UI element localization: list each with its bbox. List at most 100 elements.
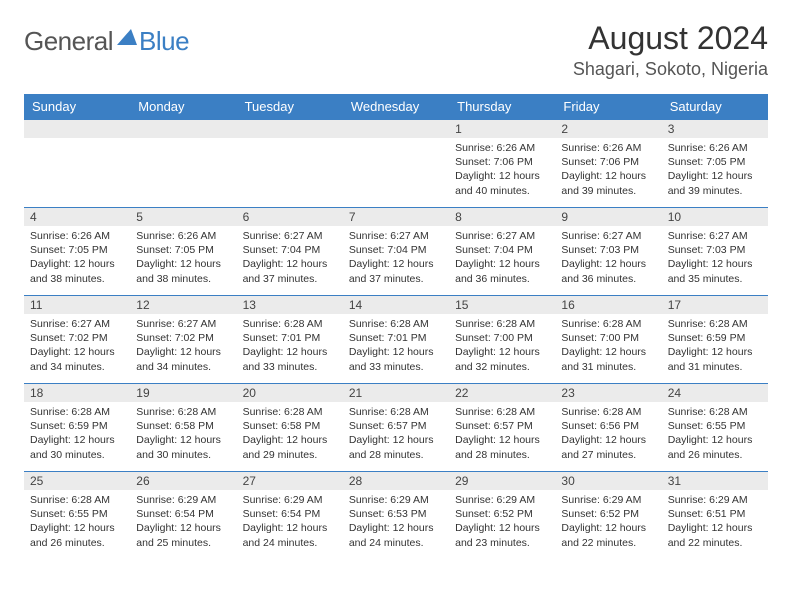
day-number: 9 (555, 208, 661, 226)
calendar-day-cell: 10Sunrise: 6:27 AMSunset: 7:03 PMDayligh… (662, 208, 768, 296)
calendar-day-cell: 14Sunrise: 6:28 AMSunset: 7:01 PMDayligh… (343, 296, 449, 384)
day-details: Sunrise: 6:29 AMSunset: 6:52 PMDaylight:… (555, 490, 661, 553)
day-number: 16 (555, 296, 661, 314)
calendar-day-cell: 24Sunrise: 6:28 AMSunset: 6:55 PMDayligh… (662, 384, 768, 472)
calendar-day-cell: 11Sunrise: 6:27 AMSunset: 7:02 PMDayligh… (24, 296, 130, 384)
weekday-header-row: Sunday Monday Tuesday Wednesday Thursday… (24, 94, 768, 120)
calendar-day-cell: 25Sunrise: 6:28 AMSunset: 6:55 PMDayligh… (24, 472, 130, 560)
day-number: 19 (130, 384, 236, 402)
calendar-day-cell: 7Sunrise: 6:27 AMSunset: 7:04 PMDaylight… (343, 208, 449, 296)
day-details: Sunrise: 6:27 AMSunset: 7:04 PMDaylight:… (343, 226, 449, 289)
day-details: Sunrise: 6:28 AMSunset: 7:00 PMDaylight:… (555, 314, 661, 377)
day-details: Sunrise: 6:28 AMSunset: 6:57 PMDaylight:… (343, 402, 449, 465)
day-details: Sunrise: 6:26 AMSunset: 7:05 PMDaylight:… (130, 226, 236, 289)
logo-text-part2: Blue (139, 26, 189, 57)
calendar-day-cell: 18Sunrise: 6:28 AMSunset: 6:59 PMDayligh… (24, 384, 130, 472)
logo: General Blue (24, 26, 189, 57)
day-details: Sunrise: 6:27 AMSunset: 7:02 PMDaylight:… (24, 314, 130, 377)
day-details: Sunrise: 6:28 AMSunset: 7:01 PMDaylight:… (237, 314, 343, 377)
calendar-day-cell: 20Sunrise: 6:28 AMSunset: 6:58 PMDayligh… (237, 384, 343, 472)
day-details: Sunrise: 6:26 AMSunset: 7:05 PMDaylight:… (24, 226, 130, 289)
day-details: Sunrise: 6:28 AMSunset: 6:59 PMDaylight:… (662, 314, 768, 377)
calendar-day-cell: 6Sunrise: 6:27 AMSunset: 7:04 PMDaylight… (237, 208, 343, 296)
month-year-title: August 2024 (573, 20, 768, 57)
day-number: 3 (662, 120, 768, 138)
calendar-day-cell: 19Sunrise: 6:28 AMSunset: 6:58 PMDayligh… (130, 384, 236, 472)
day-details: Sunrise: 6:29 AMSunset: 6:54 PMDaylight:… (130, 490, 236, 553)
calendar-day-cell: 12Sunrise: 6:27 AMSunset: 7:02 PMDayligh… (130, 296, 236, 384)
calendar-day-cell: 15Sunrise: 6:28 AMSunset: 7:00 PMDayligh… (449, 296, 555, 384)
day-details: Sunrise: 6:27 AMSunset: 7:04 PMDaylight:… (237, 226, 343, 289)
calendar-week-row: 18Sunrise: 6:28 AMSunset: 6:59 PMDayligh… (24, 384, 768, 472)
calendar-day-cell (24, 120, 130, 208)
calendar-day-cell: 23Sunrise: 6:28 AMSunset: 6:56 PMDayligh… (555, 384, 661, 472)
calendar-day-cell: 27Sunrise: 6:29 AMSunset: 6:54 PMDayligh… (237, 472, 343, 560)
calendar-week-row: 25Sunrise: 6:28 AMSunset: 6:55 PMDayligh… (24, 472, 768, 560)
calendar-day-cell: 9Sunrise: 6:27 AMSunset: 7:03 PMDaylight… (555, 208, 661, 296)
day-number: 24 (662, 384, 768, 402)
day-details: Sunrise: 6:28 AMSunset: 6:57 PMDaylight:… (449, 402, 555, 465)
location-subtitle: Shagari, Sokoto, Nigeria (573, 59, 768, 80)
day-number: 13 (237, 296, 343, 314)
calendar-day-cell: 31Sunrise: 6:29 AMSunset: 6:51 PMDayligh… (662, 472, 768, 560)
calendar-week-row: 1Sunrise: 6:26 AMSunset: 7:06 PMDaylight… (24, 120, 768, 208)
day-number: 18 (24, 384, 130, 402)
day-number: 5 (130, 208, 236, 226)
day-number: 15 (449, 296, 555, 314)
day-details: Sunrise: 6:28 AMSunset: 6:55 PMDaylight:… (24, 490, 130, 553)
day-details: Sunrise: 6:28 AMSunset: 6:58 PMDaylight:… (130, 402, 236, 465)
calendar-day-cell: 22Sunrise: 6:28 AMSunset: 6:57 PMDayligh… (449, 384, 555, 472)
calendar-table: Sunday Monday Tuesday Wednesday Thursday… (24, 94, 768, 560)
day-number: 22 (449, 384, 555, 402)
day-number: 27 (237, 472, 343, 490)
day-details: Sunrise: 6:26 AMSunset: 7:06 PMDaylight:… (555, 138, 661, 201)
day-details: Sunrise: 6:28 AMSunset: 6:58 PMDaylight:… (237, 402, 343, 465)
day-details: Sunrise: 6:26 AMSunset: 7:06 PMDaylight:… (449, 138, 555, 201)
calendar-day-cell: 2Sunrise: 6:26 AMSunset: 7:06 PMDaylight… (555, 120, 661, 208)
calendar-day-cell: 30Sunrise: 6:29 AMSunset: 6:52 PMDayligh… (555, 472, 661, 560)
day-number: 28 (343, 472, 449, 490)
day-number: 30 (555, 472, 661, 490)
day-details: Sunrise: 6:27 AMSunset: 7:03 PMDaylight:… (555, 226, 661, 289)
day-number: 26 (130, 472, 236, 490)
logo-text-part1: General (24, 26, 113, 57)
day-number: 4 (24, 208, 130, 226)
day-details: Sunrise: 6:29 AMSunset: 6:51 PMDaylight:… (662, 490, 768, 553)
calendar-day-cell: 17Sunrise: 6:28 AMSunset: 6:59 PMDayligh… (662, 296, 768, 384)
day-details: Sunrise: 6:27 AMSunset: 7:04 PMDaylight:… (449, 226, 555, 289)
logo-triangle-icon (117, 29, 137, 45)
day-number: 20 (237, 384, 343, 402)
day-number: 12 (130, 296, 236, 314)
calendar-day-cell: 21Sunrise: 6:28 AMSunset: 6:57 PMDayligh… (343, 384, 449, 472)
day-number: 25 (24, 472, 130, 490)
day-details: Sunrise: 6:27 AMSunset: 7:02 PMDaylight:… (130, 314, 236, 377)
day-number: 6 (237, 208, 343, 226)
day-details: Sunrise: 6:28 AMSunset: 6:55 PMDaylight:… (662, 402, 768, 465)
weekday-header: Tuesday (237, 94, 343, 120)
day-details: Sunrise: 6:28 AMSunset: 6:56 PMDaylight:… (555, 402, 661, 465)
day-number: 2 (555, 120, 661, 138)
day-number: 11 (24, 296, 130, 314)
weekday-header: Friday (555, 94, 661, 120)
day-number: 17 (662, 296, 768, 314)
day-number: 10 (662, 208, 768, 226)
calendar-day-cell: 8Sunrise: 6:27 AMSunset: 7:04 PMDaylight… (449, 208, 555, 296)
weekday-header: Saturday (662, 94, 768, 120)
calendar-day-cell: 3Sunrise: 6:26 AMSunset: 7:05 PMDaylight… (662, 120, 768, 208)
calendar-day-cell: 1Sunrise: 6:26 AMSunset: 7:06 PMDaylight… (449, 120, 555, 208)
day-number: 1 (449, 120, 555, 138)
calendar-day-cell: 13Sunrise: 6:28 AMSunset: 7:01 PMDayligh… (237, 296, 343, 384)
weekday-header: Wednesday (343, 94, 449, 120)
day-details: Sunrise: 6:29 AMSunset: 6:53 PMDaylight:… (343, 490, 449, 553)
day-number: 29 (449, 472, 555, 490)
calendar-day-cell (237, 120, 343, 208)
day-details: Sunrise: 6:28 AMSunset: 7:00 PMDaylight:… (449, 314, 555, 377)
calendar-week-row: 4Sunrise: 6:26 AMSunset: 7:05 PMDaylight… (24, 208, 768, 296)
calendar-day-cell: 4Sunrise: 6:26 AMSunset: 7:05 PMDaylight… (24, 208, 130, 296)
calendar-week-row: 11Sunrise: 6:27 AMSunset: 7:02 PMDayligh… (24, 296, 768, 384)
day-details: Sunrise: 6:29 AMSunset: 6:52 PMDaylight:… (449, 490, 555, 553)
header: General Blue August 2024 Shagari, Sokoto… (24, 20, 768, 80)
day-number: 8 (449, 208, 555, 226)
calendar-day-cell: 26Sunrise: 6:29 AMSunset: 6:54 PMDayligh… (130, 472, 236, 560)
title-block: August 2024 Shagari, Sokoto, Nigeria (573, 20, 768, 80)
